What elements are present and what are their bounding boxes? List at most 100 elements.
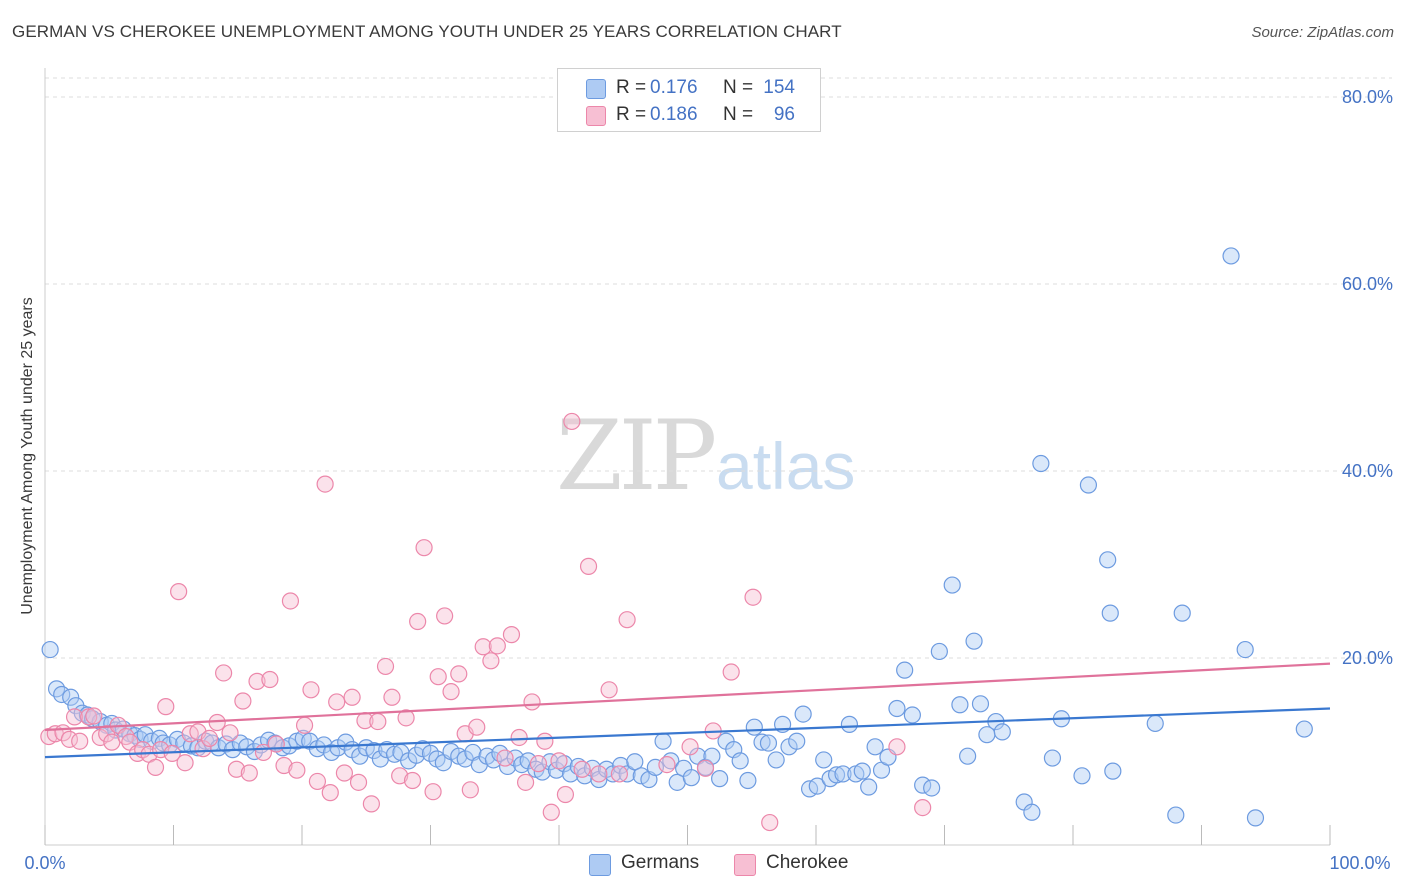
germans-point — [808, 777, 826, 795]
germans-point — [930, 642, 948, 661]
germans-point — [626, 753, 644, 771]
germans-point — [1173, 604, 1191, 622]
germans-point — [136, 726, 154, 744]
x-tick-label-end: 100.0% — [1329, 853, 1390, 873]
germans-point — [827, 766, 846, 784]
cherokee-point — [618, 611, 636, 629]
germans-trend-line — [44, 707, 1331, 759]
germans-point — [62, 688, 80, 706]
cherokee-point — [335, 764, 354, 782]
cherokee-point — [170, 583, 188, 601]
cherokee-point — [429, 668, 447, 686]
legend-r-value: 0.186 — [650, 104, 698, 125]
germans-point — [834, 765, 852, 783]
cherokee-point — [409, 612, 427, 631]
germans-point — [1032, 454, 1050, 473]
y-tick-label: 80.0% — [1342, 87, 1393, 107]
cherokee-point — [288, 761, 306, 779]
cherokee-point — [275, 756, 293, 775]
cherokee-point — [502, 626, 521, 644]
cherokee-point — [343, 688, 361, 706]
germans-point — [1101, 604, 1119, 622]
legend-n-value: 154 — [763, 77, 795, 98]
cherokee-point — [722, 663, 740, 681]
cherokee-point — [200, 729, 219, 748]
legend-swatch-germans — [586, 79, 606, 99]
germans-point — [745, 718, 763, 736]
germans-point — [1146, 714, 1164, 733]
cherokee-point — [146, 758, 165, 776]
germans-point — [491, 744, 509, 762]
cherokee-point — [308, 772, 327, 791]
cherokee-point — [176, 754, 194, 772]
germans-point — [759, 734, 778, 752]
cherokee-point — [550, 752, 568, 770]
germans-point — [1104, 762, 1122, 780]
germans-point — [1295, 720, 1313, 738]
cherokee-point — [744, 588, 762, 606]
germans-point — [767, 751, 785, 769]
germans-point — [1023, 803, 1041, 821]
cherokee-point — [474, 638, 492, 656]
legend-row-cherokee: R = 0.186 N = 96 — [558, 102, 820, 128]
y-tick-label: 40.0% — [1342, 461, 1393, 481]
cherokee-point — [376, 657, 395, 676]
bottom-legend-label-germans: Germans — [621, 852, 700, 873]
cherokee-point — [696, 759, 715, 777]
cherokee-point — [80, 708, 98, 726]
cherokee-point — [321, 784, 339, 802]
germans-point — [993, 723, 1011, 741]
germans-point — [903, 706, 921, 724]
cherokee-point — [248, 672, 266, 690]
germans-point — [555, 755, 573, 773]
cherokee-point — [579, 557, 598, 575]
cherokee-point — [328, 693, 346, 711]
cherokee-point — [383, 688, 401, 706]
cherokee-point — [658, 755, 676, 774]
germans-point — [923, 779, 941, 797]
legend-r-value: 0.176 — [650, 77, 698, 98]
cherokee-point — [221, 724, 239, 742]
cherokee-point — [316, 475, 334, 493]
bottom-legend-swatch-germans — [589, 854, 611, 876]
cherokee-point — [227, 760, 246, 778]
cherokee-point — [65, 708, 84, 726]
cherokee-point — [510, 728, 528, 747]
germans-point — [943, 576, 961, 594]
germans-point — [407, 746, 425, 764]
germans-point — [1222, 247, 1240, 265]
cherokee-point — [424, 783, 442, 801]
cherokee-point — [234, 692, 252, 710]
legend-n-value: 96 — [773, 104, 795, 125]
legend: R = 0.176 N = 154 R = 0.186 N = 96 — [557, 68, 821, 132]
source-label: Source: ZipAtlas.com — [1251, 24, 1394, 41]
watermark-zip: ZIP — [556, 400, 717, 512]
germans-point — [739, 771, 757, 790]
cherokee-point — [281, 592, 300, 610]
bottom-legend-label-cherokee: Cherokee — [766, 852, 849, 873]
cherokee-point — [761, 813, 779, 832]
cherokee-point — [362, 795, 380, 813]
germans-point — [965, 632, 983, 650]
cherokee-point — [468, 718, 486, 736]
germans-point — [711, 770, 729, 788]
cherokee-point — [529, 755, 548, 773]
germans-point — [840, 715, 859, 733]
cherokee-point — [391, 767, 409, 785]
bottom-legend-swatch-cherokee — [734, 854, 756, 876]
germans-point — [866, 738, 884, 756]
germans-point — [971, 695, 990, 713]
germans-point — [1079, 476, 1098, 494]
cherokee-point — [349, 773, 368, 791]
x-tick-label-start: 0.0% — [24, 853, 65, 873]
cherokee-point — [215, 664, 233, 682]
germans-point — [1043, 749, 1062, 767]
y-tick-label: 60.0% — [1342, 274, 1393, 294]
germans-point — [951, 696, 969, 714]
germans-point — [959, 747, 977, 765]
germans-point — [385, 745, 404, 763]
cherokee-point — [600, 681, 618, 699]
germans-point — [245, 742, 264, 761]
cherokee-point — [488, 637, 506, 655]
germans-point — [1246, 809, 1265, 827]
